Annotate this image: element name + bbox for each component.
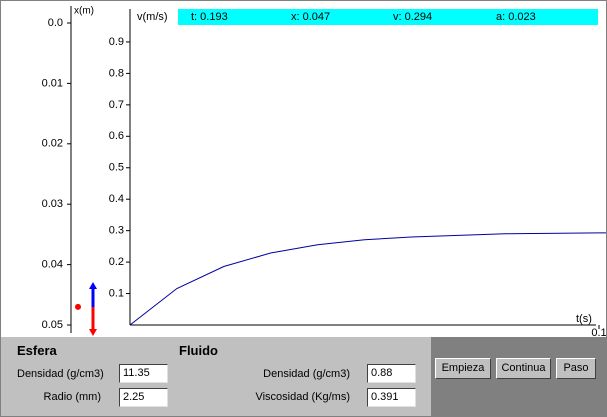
text-input[interactable]: 2.25: [119, 388, 168, 407]
y-tick-label: 0.0: [48, 17, 63, 29]
arrowhead: [89, 282, 97, 289]
y-tick-label: 0.9: [109, 36, 124, 48]
field-label: Radio (mm): [43, 391, 101, 403]
button[interactable]: Paso: [556, 358, 596, 379]
plot-area: t(s) v(m/s) x(m) t: 0.193 x: 0.047 v: 0.…: [42, 6, 606, 337]
field-label: Viscosidad (Kg/ms): [255, 391, 350, 403]
button[interactable]: Empieza: [435, 358, 491, 379]
y-tick-label: 0.01: [42, 77, 63, 89]
x-tick-label: 0.1: [591, 327, 606, 337]
text-input[interactable]: 0.391: [367, 388, 416, 407]
readout: a: 0.023: [496, 11, 536, 23]
velocity-curve: [129, 232, 606, 326]
y-tick-label: 0.05: [42, 319, 63, 331]
y-tick-label: 0.02: [42, 138, 63, 150]
readout: v: 0.294: [393, 11, 432, 23]
position-axis-label: x(m): [74, 6, 94, 17]
readout-bar: [178, 9, 598, 25]
controls-panel: [1, 337, 431, 416]
button[interactable]: Continua: [496, 358, 551, 379]
y-axis-label: v(m/s): [137, 11, 168, 23]
section-title: Esfera: [17, 343, 57, 358]
field-label: Densidad (g/cm3): [17, 368, 104, 380]
y-tick-label: 0.3: [109, 225, 124, 237]
arrowhead: [89, 329, 97, 336]
readout: x: 0.047: [291, 11, 330, 23]
y-tick-label: 0.03: [42, 198, 63, 210]
text-input[interactable]: 11.35: [119, 364, 168, 383]
y-tick-label: 0.2: [109, 256, 124, 268]
y-tick-label: 0.4: [109, 193, 124, 205]
y-tick-label: 0.5: [109, 162, 124, 174]
y-tick-label: 0.04: [42, 259, 63, 271]
field-label: Densidad (g/cm3): [263, 368, 350, 380]
y-tick-label: 0.1: [109, 287, 124, 299]
x-axis-label: t(s): [576, 313, 592, 325]
section-title: Fluido: [179, 343, 218, 358]
y-tick-label: 0.6: [109, 130, 124, 142]
sphere: [75, 303, 81, 310]
y-tick-label: 0.7: [109, 99, 124, 111]
readout: t: 0.193: [191, 11, 228, 23]
y-tick-label: 0.8: [109, 67, 124, 79]
text-input[interactable]: 0.88: [367, 364, 416, 383]
